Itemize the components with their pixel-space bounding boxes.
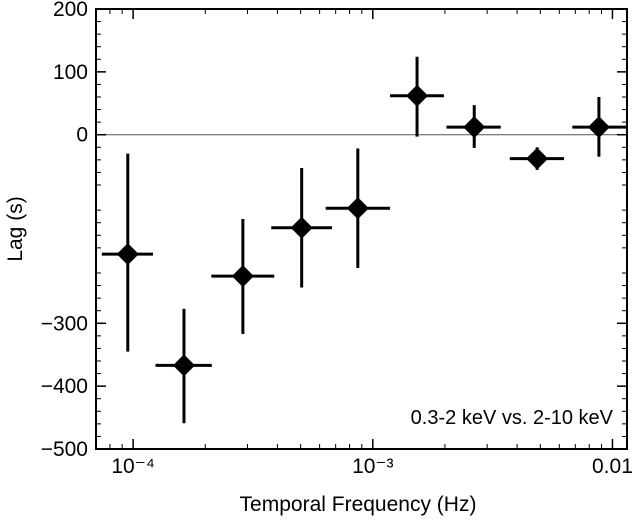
diamond-marker <box>587 116 610 139</box>
plot-frame <box>95 8 628 450</box>
diamond-marker <box>346 197 369 220</box>
data-point <box>446 105 501 148</box>
diamond-marker <box>231 265 254 288</box>
data-point <box>101 153 153 352</box>
diamond-marker <box>290 216 313 239</box>
data-point <box>325 148 391 268</box>
x-tick-label: 0.01 <box>592 455 633 478</box>
data-point <box>271 168 333 288</box>
diamond-marker <box>406 84 429 107</box>
y-axis-label: Lag (s) <box>4 196 27 261</box>
diamond-marker <box>172 354 195 377</box>
y-tick-label: −300 <box>41 312 88 335</box>
data-point <box>390 56 444 137</box>
data-point <box>155 308 212 424</box>
diamond-marker <box>463 116 486 139</box>
y-tick-label: 200 <box>53 0 88 21</box>
data-point <box>509 147 565 170</box>
x-axis-label: Temporal Frequency (Hz) <box>240 493 477 516</box>
diamond-marker <box>116 243 139 266</box>
diamond-marker <box>526 147 549 170</box>
data-point <box>572 97 627 157</box>
y-tick-label: 100 <box>53 61 88 84</box>
y-tick-label: −400 <box>41 375 88 398</box>
x-tick-label: 10⁻⁴ <box>111 455 154 478</box>
data-point <box>211 218 275 334</box>
x-tick-label: 10⁻³ <box>352 455 393 478</box>
y-tick-label: −500 <box>41 438 88 461</box>
y-tick-label: 0 <box>76 124 88 147</box>
chart-annotation: 0.3-2 keV vs. 2-10 keV <box>411 407 614 429</box>
